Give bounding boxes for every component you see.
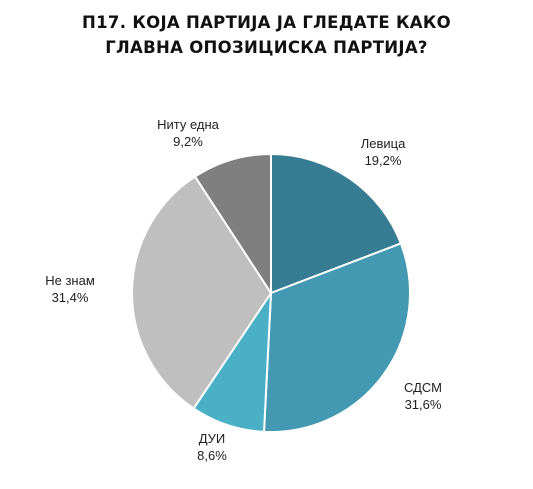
pie-slices	[131, 152, 411, 433]
slice-value-label-2: 8,6%	[197, 448, 227, 463]
slice-value-label-3: 31,4%	[52, 290, 89, 305]
slice-3	[131, 175, 273, 410]
slice-label-0: Левица	[361, 136, 406, 151]
pie-labels: Левица 19,2% СДСМ 31,6% ДУИ 8,6% Не знам 31,4% Н…	[45, 117, 442, 463]
slice-value-label-4: 9,2%	[173, 134, 203, 149]
slice-label-4: Ниту една	[157, 117, 220, 132]
chart-title-line-2: ГЛАВНА ОПОЗИЦИСКА ПАРТИЈА?	[105, 38, 428, 57]
slice-value-label-1: 31,6%	[405, 397, 442, 412]
slice-value-label-0: 19,2%	[365, 153, 402, 168]
slice-label-2: ДУИ	[199, 431, 226, 446]
chart-title-line-1: П17. КОЈА ПАРТИЈА ЈА ГЛЕДАТЕ КАКО	[82, 13, 451, 32]
slice-1	[262, 242, 411, 433]
slice-label-1: СДСМ	[404, 380, 442, 395]
slice-0	[270, 152, 403, 295]
slice-4	[193, 152, 272, 297]
slice-label-3: Не знам	[45, 273, 95, 288]
chart-title: П17. КОЈА ПАРТИЈА ЈА ГЛЕДАТЕ КАКО ГЛАВНА…	[0, 10, 533, 60]
